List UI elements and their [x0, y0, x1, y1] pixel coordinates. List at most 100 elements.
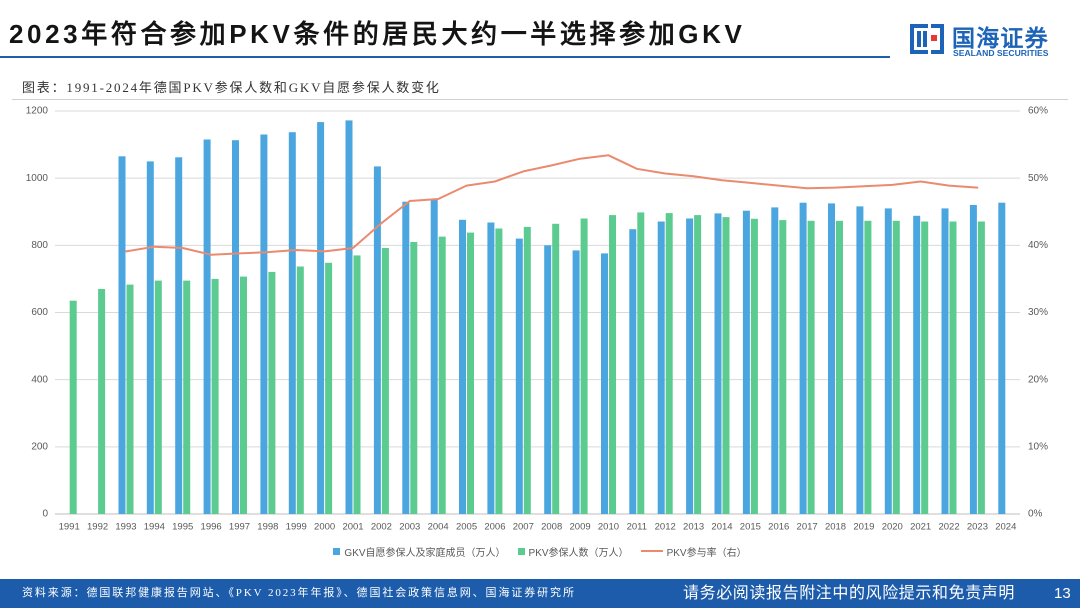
x-tick-label: 2021	[910, 522, 931, 533]
x-tick-label: 2009	[570, 522, 591, 533]
pkv-insured-bar	[637, 212, 645, 514]
pkv-insured-bar	[523, 226, 531, 514]
gkv-voluntary-bar	[742, 210, 750, 514]
x-tick-label: 2014	[711, 522, 732, 533]
gkv-voluntary-bar	[913, 215, 921, 515]
x-tick-label: 2012	[655, 522, 676, 533]
gkv-voluntary-bar	[345, 120, 353, 515]
y2-tick-label: 0%	[1028, 509, 1043, 520]
pkv-insured-bar	[609, 215, 616, 514]
x-tick-label: 2010	[598, 522, 619, 533]
pkv-insured-bar	[864, 220, 872, 515]
x-tick-label: 2006	[484, 522, 505, 533]
pkv-insured-bar	[211, 278, 219, 514]
x-tick-label: 2001	[342, 522, 363, 533]
pkv-insured-bar	[438, 236, 446, 514]
gkv-voluntary-bar	[969, 205, 977, 514]
pkv-insured-bar	[807, 220, 815, 515]
gkv-voluntary-bar	[799, 202, 807, 514]
gkv-voluntary-bar	[828, 203, 835, 514]
pkv-insured-bar	[580, 218, 588, 514]
x-tick-label: 2023	[967, 522, 988, 533]
pkv-insured-bar	[836, 220, 843, 515]
y-tick-label: 1000	[26, 173, 49, 184]
pkv-insured-bar	[750, 218, 758, 515]
x-tick-label: 1996	[201, 522, 222, 533]
pkv-insured-bar	[467, 232, 474, 514]
gkv-voluntary-bar	[317, 122, 325, 514]
gkv-voluntary-bar	[686, 218, 694, 514]
gkv-voluntary-bar	[402, 201, 410, 514]
pkv-insured-bar	[892, 220, 900, 515]
x-tick-label: 2024	[995, 522, 1016, 533]
pkv-insured-bar	[694, 215, 702, 514]
gkv-voluntary-bar	[629, 229, 637, 514]
gkv-voluntary-bar	[544, 245, 552, 515]
y-tick-label: 0	[42, 509, 48, 520]
legend-item-pkv-rate: PKV参与率（右）	[640, 544, 747, 559]
x-tick-label: 2008	[541, 522, 562, 533]
gkv-voluntary-bar	[714, 213, 722, 514]
disclaimer-text: 请务必阅读报告附注中的风险提示和免责声明	[683, 585, 1016, 602]
gkv-voluntary-bar	[430, 200, 438, 514]
gkv-voluntary-bar	[203, 139, 211, 514]
gkv-voluntary-bar	[572, 250, 580, 514]
y2-tick-label: 60%	[1028, 106, 1048, 117]
legend-item-gkv: GKV自愿参保人及家庭成员（万人）	[333, 544, 506, 559]
x-tick-label: 2000	[314, 522, 335, 533]
y2-tick-label: 40%	[1028, 240, 1048, 251]
pkv-insured-bar	[98, 289, 106, 514]
axis-labels: 0 200 400 600 800 1000 1200 0% 10% 20% 30% 40% 50% 60…	[26, 106, 1048, 533]
pkv-insured-bar	[240, 276, 247, 514]
pkv-insured-bar	[977, 221, 985, 514]
x-tick-label: 2002	[371, 522, 392, 533]
pkv-insured-bar	[154, 280, 162, 514]
x-tick-label: 1998	[257, 522, 278, 533]
y-tick-label: 600	[31, 307, 48, 318]
line-marks	[125, 154, 979, 256]
pkv-insured-bar	[665, 213, 673, 514]
footer-bar: 资料来源：德国联邦健康报告网站、《PKV 2023年年报》、德国社会政策信息网、…	[0, 579, 1080, 608]
gridlines	[55, 110, 1020, 515]
x-tick-label: 1992	[87, 522, 108, 533]
pkv-insured-bar	[949, 221, 957, 514]
x-tick-label: 1999	[286, 522, 307, 533]
pkv-insured-bar	[779, 220, 787, 514]
gkv-voluntary-bar	[657, 221, 665, 514]
x-tick-label: 2022	[938, 522, 959, 533]
x-tick-label: 2016	[768, 522, 789, 533]
x-tick-label: 2017	[797, 522, 818, 533]
gkv-voluntary-bar	[998, 202, 1006, 514]
pkv-insured-bar	[353, 255, 361, 514]
gkv-voluntary-bar	[487, 222, 495, 514]
y-tick-label: 1200	[26, 106, 49, 117]
y2-tick-label: 20%	[1028, 374, 1048, 385]
bar-marks	[69, 120, 1006, 515]
gkv-voluntary-bar	[515, 238, 523, 514]
pkv-insured-bar	[296, 266, 304, 514]
sealand-logo: 国海证券 SEALAND SECURITIES	[908, 19, 1068, 61]
pkv-insured-bar	[410, 242, 418, 514]
y2-tick-label: 50%	[1028, 173, 1048, 184]
gkv-voluntary-bar	[884, 208, 892, 514]
gkv-voluntary-bar	[288, 132, 296, 514]
x-tick-label: 2020	[882, 522, 903, 533]
legend-item-pkv: PKV参保人数（万人）	[517, 544, 629, 559]
x-tick-label: 2004	[428, 522, 449, 533]
pkv-insured-bar	[381, 248, 389, 514]
y2-tick-label: 30%	[1028, 307, 1048, 318]
page-number: 13	[1054, 585, 1071, 602]
pkv-insured-bar	[921, 221, 929, 514]
x-tick-label: 1993	[115, 522, 136, 533]
pkv-insured-bar	[126, 284, 134, 514]
pkv-insured-bar	[69, 300, 77, 514]
gkv-voluntary-bar	[941, 208, 949, 514]
gkv-voluntary-bar	[856, 206, 864, 514]
gkv-voluntary-bar	[373, 166, 381, 514]
caption-divider	[12, 99, 1068, 100]
legend-swatch-pkv-rate	[640, 550, 663, 552]
pkv-insured-bar	[268, 271, 276, 514]
y-tick-label: 200	[31, 441, 48, 452]
pkv-insured-bar	[552, 223, 560, 515]
x-tick-label: 2015	[740, 522, 761, 533]
